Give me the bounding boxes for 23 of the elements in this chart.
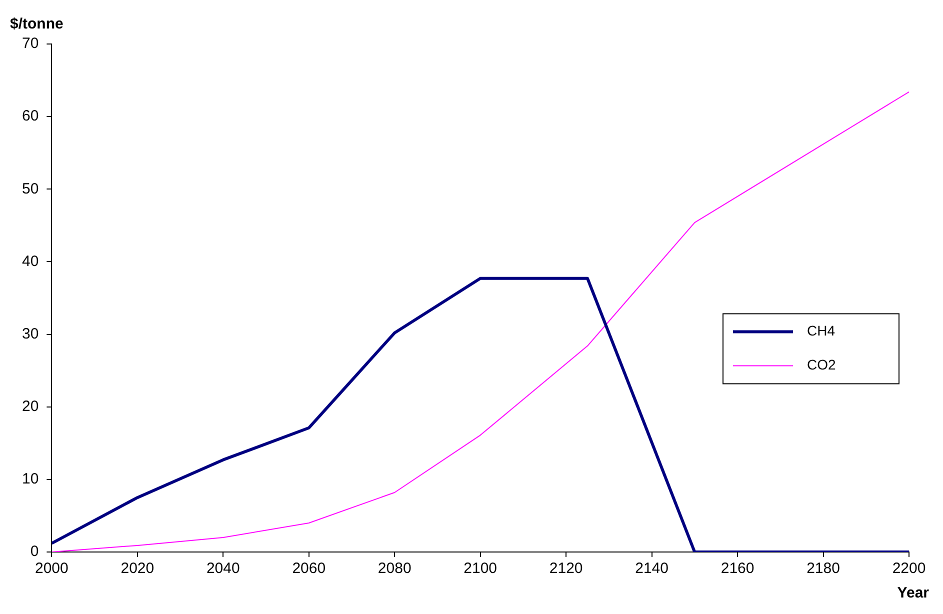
x-tick-label: 2180	[806, 560, 840, 578]
x-tick-label: 2000	[34, 560, 68, 578]
legend-label: CO2	[807, 356, 836, 373]
x-tick-label: 2200	[892, 560, 926, 578]
y-tick-label: 30	[22, 325, 39, 342]
x-tick-label: 2120	[549, 560, 583, 578]
y-tick-label: 10	[22, 470, 39, 488]
x-tick-label: 2020	[120, 560, 154, 578]
y-tick-label: 0	[30, 543, 39, 560]
y-tick-label: 40	[22, 252, 39, 270]
legend-label: CH4	[807, 322, 836, 339]
x-tick-label: 2040	[206, 560, 240, 578]
x-tick-label: 2060	[292, 560, 326, 578]
x-tick-label: 2160	[720, 560, 754, 578]
x-tick-label: 2080	[378, 560, 412, 578]
x-axis-title: Year	[897, 584, 930, 602]
y-tick-label: 20	[22, 398, 39, 415]
y-tick-label: 50	[22, 180, 39, 198]
x-tick-label: 2100	[464, 560, 498, 578]
x-tick-label: 2140	[635, 560, 668, 578]
y-tick-label: 70	[22, 35, 39, 52]
y-tick-label: 60	[22, 108, 39, 125]
y-axis-title: $/tonne	[10, 16, 64, 33]
